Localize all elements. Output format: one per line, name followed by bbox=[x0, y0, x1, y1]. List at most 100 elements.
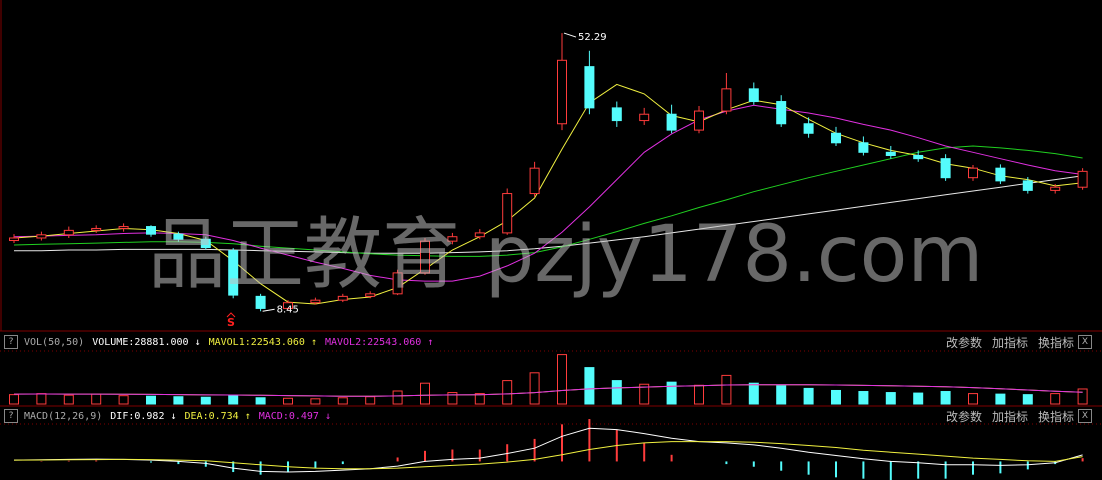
indicator-line bbox=[13, 384, 1083, 397]
volume-bar bbox=[447, 392, 458, 405]
candle-body bbox=[721, 88, 732, 112]
candle-body bbox=[1050, 186, 1061, 191]
volume-bar bbox=[91, 393, 102, 405]
close-button[interactable]: X bbox=[1078, 335, 1092, 349]
volume-bar bbox=[885, 392, 896, 405]
volume-bar bbox=[9, 394, 19, 405]
volume-bar bbox=[1050, 393, 1061, 405]
volume-bar bbox=[803, 387, 814, 405]
low-label: 8.45 bbox=[277, 304, 299, 315]
volume-bar bbox=[1077, 388, 1088, 405]
volume-bar bbox=[173, 396, 184, 405]
volume-bar bbox=[365, 396, 376, 405]
candle-body bbox=[447, 236, 458, 242]
candle-body bbox=[885, 151, 896, 156]
volume-bar bbox=[255, 397, 266, 405]
help-button[interactable]: ? bbox=[4, 409, 18, 423]
candle-body bbox=[63, 229, 74, 236]
panel-buttons: 改参数 加指标 换指标 X bbox=[936, 333, 1098, 351]
volume-bar bbox=[584, 367, 595, 405]
candle-body bbox=[118, 226, 129, 229]
edit-params-button[interactable]: 改参数 bbox=[945, 409, 982, 424]
volume-bar bbox=[913, 392, 924, 405]
indicator-title: MACD(12,26,9) bbox=[24, 410, 103, 422]
indicator-line bbox=[13, 145, 1083, 257]
volume-bar bbox=[502, 380, 513, 405]
volume-bar bbox=[721, 374, 732, 405]
add-indicator-button[interactable]: 加指标 bbox=[991, 409, 1028, 424]
annotation-arrow bbox=[563, 32, 577, 38]
volume-bar bbox=[776, 385, 787, 405]
volume-bar bbox=[63, 394, 74, 405]
candle-body bbox=[995, 167, 1006, 182]
candle-body bbox=[776, 101, 787, 125]
indicator-readout: DEA:0.734 ↑ bbox=[184, 410, 251, 422]
candle-body bbox=[1022, 180, 1033, 191]
candle-body bbox=[694, 110, 704, 131]
volume-bar bbox=[392, 390, 403, 405]
candle-body bbox=[666, 113, 677, 131]
candle-body bbox=[36, 234, 47, 239]
volume-bar bbox=[639, 383, 650, 405]
annotation-arrow bbox=[262, 308, 275, 312]
volume-bar bbox=[831, 389, 841, 405]
switch-indicator-button[interactable]: 换指标 bbox=[1037, 335, 1074, 350]
add-indicator-button[interactable]: 加指标 bbox=[991, 335, 1028, 350]
candle-body bbox=[9, 237, 19, 242]
candle-body bbox=[310, 299, 321, 304]
candle-body bbox=[474, 232, 485, 238]
indicator-readout: MAVOL1:22543.060 ↑ bbox=[208, 336, 317, 348]
candle-body bbox=[639, 113, 650, 122]
candle-body bbox=[968, 167, 978, 179]
help-button[interactable]: ? bbox=[4, 335, 18, 349]
candle-body bbox=[200, 238, 211, 248]
volume-bar bbox=[557, 354, 567, 405]
candle-body bbox=[283, 302, 293, 309]
candle-body bbox=[529, 167, 540, 195]
high-label: 52.29 bbox=[578, 32, 607, 43]
candle-body bbox=[146, 226, 156, 235]
indicator-line bbox=[14, 175, 1083, 254]
candle-body bbox=[913, 154, 924, 160]
candle-body bbox=[91, 227, 102, 231]
volume-bar bbox=[283, 397, 293, 405]
candle-body bbox=[557, 59, 567, 125]
volume-bar bbox=[310, 398, 321, 405]
volume-bar bbox=[420, 382, 430, 405]
volume-bar bbox=[995, 393, 1006, 405]
candle-body bbox=[748, 88, 759, 103]
candle-body bbox=[940, 158, 951, 179]
volume-bar bbox=[529, 372, 540, 405]
volume-bar bbox=[968, 393, 978, 405]
indicator-line bbox=[13, 83, 1083, 305]
volume-bar bbox=[1022, 394, 1033, 405]
candle-body bbox=[1077, 170, 1088, 188]
candle-body bbox=[858, 142, 869, 153]
edit-params-button[interactable]: 改参数 bbox=[945, 335, 982, 350]
indicator-line bbox=[13, 441, 1083, 470]
candle-body bbox=[584, 66, 595, 109]
indicator-line bbox=[13, 427, 1083, 473]
indicator-readout: MACD:0.497 ↓ bbox=[258, 410, 331, 422]
indicator-readout: DIF:0.982 ↓ bbox=[110, 410, 177, 422]
candle-body bbox=[392, 272, 403, 295]
switch-indicator-button[interactable]: 换指标 bbox=[1037, 409, 1074, 424]
close-button[interactable]: X bbox=[1078, 409, 1092, 423]
volume-header: ? VOL(50,50) VOLUME:28881.000 ↓ MAVOL1:22… bbox=[0, 333, 1102, 351]
indicator-readout: VOLUME:28881.000 ↓ bbox=[92, 336, 201, 348]
macd-header: ? MACD(12,26,9) DIF:0.982 ↓ DEA:0.734 ↑ MA… bbox=[0, 407, 1102, 425]
candle-body bbox=[365, 293, 376, 297]
candle-body bbox=[173, 233, 184, 240]
volume-bar bbox=[694, 384, 704, 405]
volume-bar bbox=[337, 397, 348, 405]
signal-marker: S bbox=[227, 316, 235, 329]
volume-bar bbox=[36, 393, 47, 405]
volume-bar bbox=[200, 396, 211, 405]
volume-bar bbox=[858, 391, 869, 405]
volume-bar bbox=[228, 394, 239, 405]
indicator-line bbox=[13, 104, 1083, 282]
volume-bar bbox=[940, 391, 951, 405]
watermark: 品正教育 pzjy178.com bbox=[148, 210, 984, 300]
volume-bar bbox=[118, 395, 129, 405]
